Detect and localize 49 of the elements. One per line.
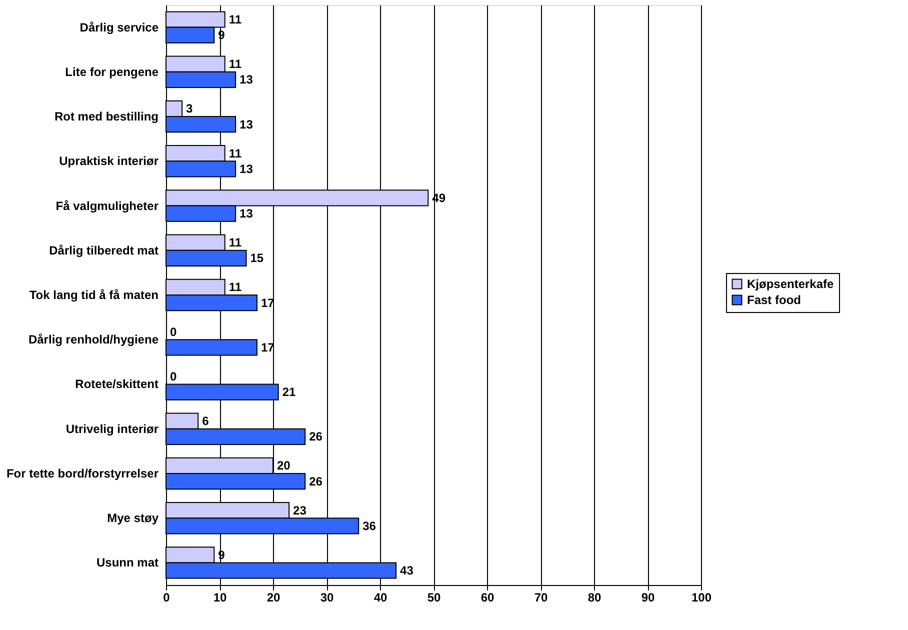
y-tick-label: Usunn mat [96, 556, 158, 570]
y-tick-label: Utrivelig interiør [66, 422, 159, 436]
data-label: 36 [362, 518, 376, 533]
y-tick-label: Rotete/skittent [75, 377, 159, 392]
y-tick-label: Dårlig tilberedt mat [49, 243, 158, 258]
data-label: 11 [228, 280, 242, 294]
data-label: 21 [282, 385, 296, 400]
data-label: 0 [170, 324, 177, 339]
x-tick-label: 40 [374, 590, 388, 604]
y-tick-label: For tette bord/forstyrrelser [6, 466, 159, 480]
legend-label: Kjøpsenterkafe [747, 277, 834, 291]
data-label: 15 [250, 251, 264, 266]
x-tick-label: 20 [266, 590, 280, 604]
data-label: 13 [240, 72, 254, 87]
data-label: 20 [277, 458, 291, 473]
data-label: 43 [400, 564, 414, 578]
data-label: 23 [293, 503, 307, 518]
y-tick-label: Mye støy [107, 511, 159, 526]
x-tick-label: 50 [427, 590, 441, 604]
y-tick-label: Tok lang tid å få maten [29, 288, 158, 302]
data-label: 11 [228, 236, 242, 250]
data-label: 17 [260, 296, 275, 310]
data-label: 17 [260, 340, 275, 354]
y-tick-label: Lite for pengene [65, 64, 159, 79]
data-label: 13 [240, 206, 254, 221]
x-tick-label: 90 [641, 590, 655, 604]
data-label: 13 [240, 162, 254, 176]
x-tick-label: 10 [213, 590, 227, 604]
data-label: 11 [228, 146, 242, 160]
data-label: 13 [240, 117, 254, 132]
data-label: 11 [228, 57, 242, 72]
data-label: 0 [170, 369, 177, 384]
x-tick-label: 0 [163, 590, 170, 604]
data-label: 3 [186, 102, 194, 116]
data-label: 11 [228, 12, 242, 26]
data-label: 26 [309, 430, 323, 444]
x-tick-label: 70 [534, 590, 548, 604]
x-tick-label: 30 [320, 590, 334, 604]
x-tick-label: 100 [691, 590, 712, 604]
y-tick-label: Dårlig renhold/hygiene [28, 332, 159, 347]
data-label: 6 [202, 414, 210, 428]
x-tick-label: 60 [480, 590, 494, 604]
y-tick-label: Rot med bestilling [54, 110, 158, 124]
data-label: 26 [309, 474, 323, 488]
x-tick-label: 80 [588, 590, 602, 604]
legend-label: Fast food [747, 293, 801, 307]
y-tick-label: Dårlig service [80, 20, 159, 34]
y-tick-label: Få valgmuligheter [56, 198, 159, 213]
y-tick-label: Upraktisk interiør [59, 154, 159, 168]
